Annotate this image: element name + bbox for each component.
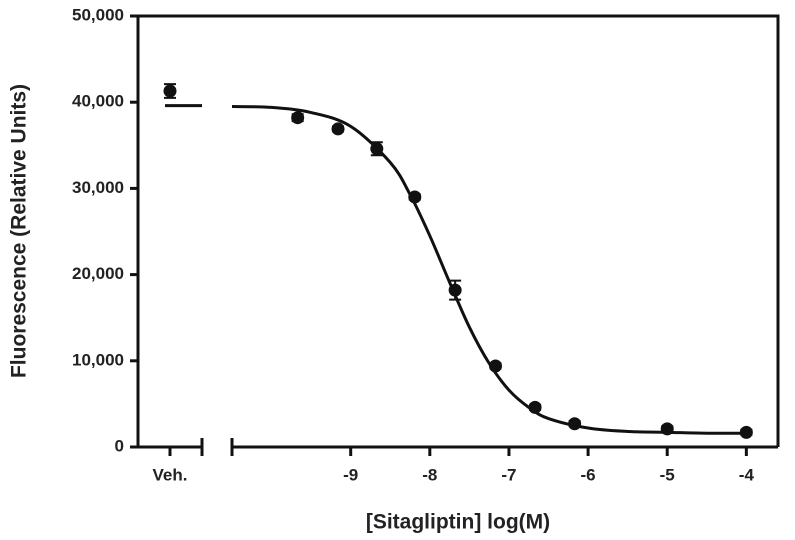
x-tick-label: -4: [739, 465, 755, 484]
x-tick-label: -6: [581, 465, 596, 484]
vehicle-point: [163, 84, 177, 98]
frame: [138, 14, 780, 447]
point: [291, 111, 305, 125]
x-axis-label: [Sitagliptin] log(M): [366, 511, 550, 534]
point: [568, 417, 582, 431]
x-tick-label: Veh.: [153, 465, 188, 484]
x-tick-label: -9: [343, 465, 358, 484]
y-axis-label: Fluorescence (Relative Units): [8, 84, 31, 378]
x-axis-right: [230, 438, 778, 456]
point: [448, 283, 462, 297]
y-tick-label: 0: [115, 436, 124, 455]
y-tick-label: 50,000: [72, 5, 124, 24]
point: [660, 422, 674, 436]
point: [489, 359, 503, 373]
y-tick-label: 40,000: [72, 92, 124, 111]
point: [739, 425, 753, 439]
point: [408, 190, 422, 204]
point: [528, 400, 542, 414]
x-tick-label: -8: [422, 465, 437, 484]
point: [370, 142, 384, 156]
y-tick-label: 30,000: [72, 178, 124, 197]
y-tick-label: 10,000: [72, 350, 124, 369]
x-tick-label: -7: [501, 465, 516, 484]
fit-curve: [231, 105, 747, 435]
point: [331, 122, 345, 136]
y-tick-label: 20,000: [72, 264, 124, 283]
x-tick-label: -5: [660, 465, 675, 484]
